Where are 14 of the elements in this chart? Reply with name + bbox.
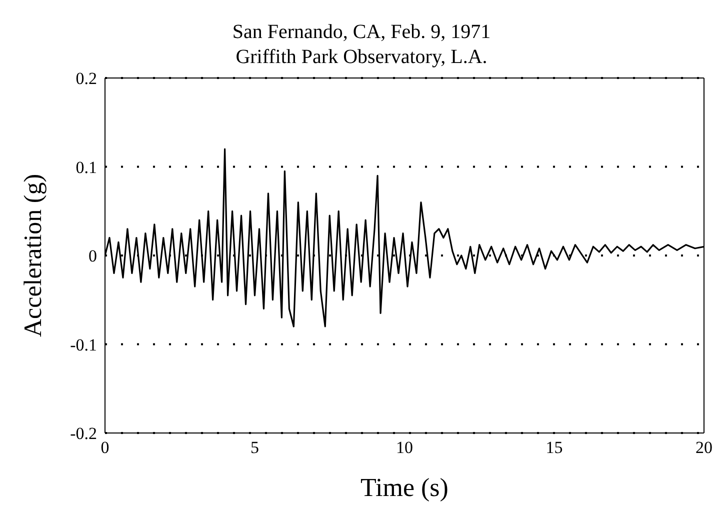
x-tick-label: 0 bbox=[100, 438, 110, 458]
x-axis-title: Time (s) bbox=[360, 473, 448, 502]
x-tick-label: 15 bbox=[546, 438, 563, 458]
y-tick-label: 0.2 bbox=[76, 69, 97, 88]
y-tick-label: 0.1 bbox=[76, 158, 97, 177]
x-tick-label: 5 bbox=[250, 438, 259, 458]
y-axis-title: Acceleration (g) bbox=[20, 174, 47, 338]
chart-subtitle: Griffith Park Observatory, L.A. bbox=[234, 45, 488, 70]
y-tick-label: 0 bbox=[88, 246, 97, 266]
x-tick-label: 10 bbox=[396, 438, 413, 458]
y-tick-label: -0.2 bbox=[70, 424, 97, 444]
chart-title: San Fernando, CA, Feb. 9, 1971 bbox=[231, 20, 492, 45]
y-tick-label: -0.1 bbox=[70, 335, 97, 354]
x-tick-label: 20 bbox=[696, 438, 712, 458]
